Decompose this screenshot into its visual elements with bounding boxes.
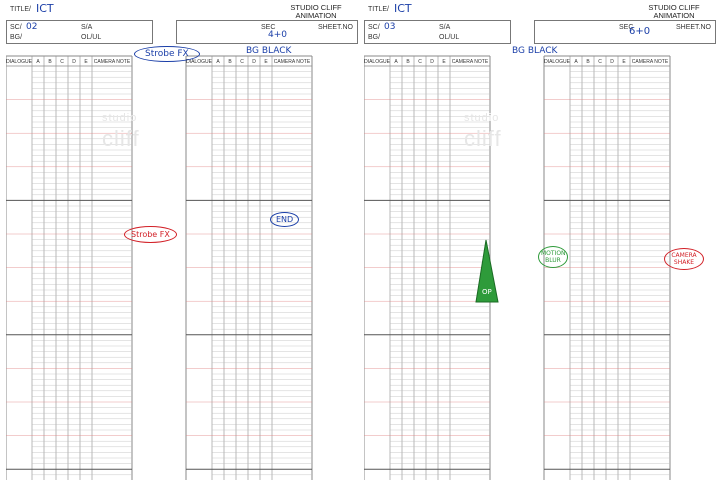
column-header: CAMERA NOTE <box>94 59 131 65</box>
fade-mark: OP <box>482 288 492 296</box>
column-header: CAMERA NOTE <box>452 59 489 65</box>
strobe-fx-note: Strobe FX <box>134 46 200 62</box>
exposure-sheet-right: TITLE/ ICT SC/ 03 S/A BG/ OL/UL SEC 6+0 … <box>364 0 716 480</box>
camera-shake-note: CAMERA SHAKE <box>664 248 704 270</box>
column-header: C <box>418 59 422 65</box>
sec-value: 6+0 <box>629 26 651 37</box>
column-header: E <box>442 59 446 65</box>
scene-box <box>6 20 153 44</box>
bg-black-note: BG BLACK <box>512 46 558 56</box>
fade-triangle <box>475 239 499 303</box>
sa-label: S/A <box>439 24 451 31</box>
column-header: A <box>36 59 40 65</box>
olul-label: OL/UL <box>81 34 102 41</box>
column-header: D <box>430 59 434 65</box>
bg-black-note: BG BLACK <box>246 46 292 56</box>
column-header: B <box>406 59 410 65</box>
column-header: C <box>240 59 244 65</box>
column-header: A <box>574 59 578 65</box>
watermark: cliff <box>102 126 140 151</box>
scene-box <box>364 20 511 44</box>
column-header: DIALOGUE <box>6 59 33 65</box>
column-header: A <box>394 59 398 65</box>
sec-value: 4+0 <box>268 30 287 40</box>
studio-logo: STUDIO CLIFF ANIMATION <box>290 3 342 20</box>
title-value: ICT <box>36 2 54 15</box>
sec-label: SEC <box>619 24 634 31</box>
bg-label: BG/ <box>368 34 381 41</box>
sc-label: SC/ <box>368 24 380 31</box>
sheet-no-label: SHEET.NO <box>676 24 712 31</box>
olul-label: OL/UL <box>439 34 460 41</box>
sec-box <box>534 20 716 44</box>
watermark-small: studio <box>102 112 138 124</box>
column-header: CAMERA NOTE <box>632 59 669 65</box>
sec-label: SEC <box>261 24 276 31</box>
column-header: DIALOGUE <box>364 59 391 65</box>
title-label: TITLE/ <box>10 6 32 13</box>
column-header: B <box>586 59 590 65</box>
sc-label: SC/ <box>10 24 22 31</box>
column-header: B <box>48 59 52 65</box>
column-header: CAMERA NOTE <box>274 59 311 65</box>
timesheet-grid: DIALOGUE A B C D E CAMERA NOTE DIALOGUE A B C D E CAM… <box>6 55 313 480</box>
column-header: E <box>84 59 88 65</box>
watermark: cliff <box>464 126 502 151</box>
title-value: ICT <box>394 2 412 15</box>
title-label: TITLE/ <box>368 6 390 13</box>
column-header: E <box>264 59 268 65</box>
sc-value: 02 <box>26 22 38 32</box>
sa-label: S/A <box>81 24 93 31</box>
exposure-sheet-left: TITLE/ ICT SC/ 02 S/A BG/ OL/UL SEC 4+0 … <box>6 0 358 480</box>
column-header: D <box>72 59 76 65</box>
sheet-no-label: SHEET.NO <box>318 24 354 31</box>
column-header: B <box>228 59 232 65</box>
column-header: DIALOGUE <box>544 59 571 65</box>
motion-blur-note: MOTION BLUR <box>538 246 568 268</box>
studio-logo: STUDIO CLIFF ANIMATION <box>648 3 700 20</box>
column-header: C <box>60 59 64 65</box>
end-mark: END <box>270 212 300 227</box>
column-header: C <box>598 59 602 65</box>
sec-box <box>176 20 358 44</box>
column-header: A <box>216 59 220 65</box>
watermark-small: studio <box>464 112 500 124</box>
column-header: D <box>252 59 256 65</box>
column-header: DIALOGUE <box>186 59 213 65</box>
column-header: E <box>622 59 626 65</box>
timesheet-grid: DIALOGUE A B C D E CAMERA NOTE DIALOGUE A B C D E CAM… <box>364 55 671 480</box>
sc-value: 03 <box>384 22 396 32</box>
strobe-fx-side-note: Strobe FX <box>124 226 177 243</box>
bg-label: BG/ <box>10 34 23 41</box>
column-header: D <box>610 59 614 65</box>
